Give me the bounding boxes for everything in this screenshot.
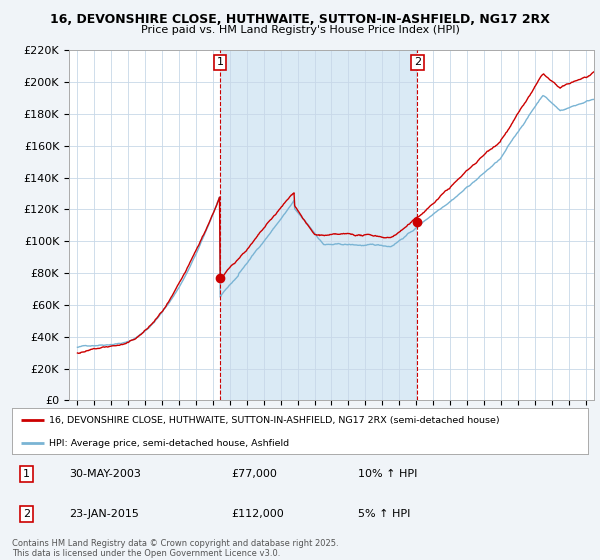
Text: 23-JAN-2015: 23-JAN-2015: [70, 508, 139, 519]
Text: £77,000: £77,000: [231, 469, 277, 479]
Text: 1: 1: [217, 58, 223, 67]
Text: 10% ↑ HPI: 10% ↑ HPI: [358, 469, 417, 479]
Text: HPI: Average price, semi-detached house, Ashfield: HPI: Average price, semi-detached house,…: [49, 439, 290, 448]
Text: 1: 1: [23, 469, 30, 479]
Text: 2: 2: [23, 508, 30, 519]
Text: 16, DEVONSHIRE CLOSE, HUTHWAITE, SUTTON-IN-ASHFIELD, NG17 2RX: 16, DEVONSHIRE CLOSE, HUTHWAITE, SUTTON-…: [50, 13, 550, 26]
Bar: [220, 50, 417, 400]
Text: Price paid vs. HM Land Registry's House Price Index (HPI): Price paid vs. HM Land Registry's House …: [140, 25, 460, 35]
Text: 5% ↑ HPI: 5% ↑ HPI: [358, 508, 410, 519]
Text: 16, DEVONSHIRE CLOSE, HUTHWAITE, SUTTON-IN-ASHFIELD, NG17 2RX (semi-detached hou: 16, DEVONSHIRE CLOSE, HUTHWAITE, SUTTON-…: [49, 416, 500, 424]
Text: 2: 2: [413, 58, 421, 67]
Text: £112,000: £112,000: [231, 508, 284, 519]
Text: 30-MAY-2003: 30-MAY-2003: [70, 469, 142, 479]
Text: Contains HM Land Registry data © Crown copyright and database right 2025.
This d: Contains HM Land Registry data © Crown c…: [12, 539, 338, 558]
